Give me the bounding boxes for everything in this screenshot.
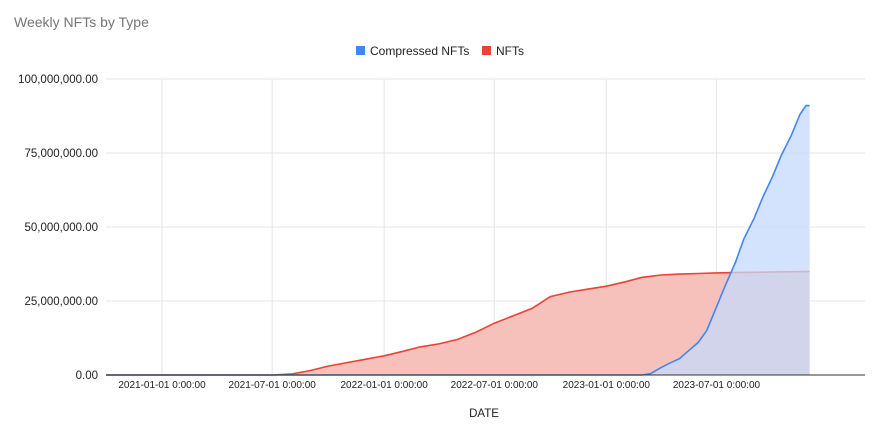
x-axis-label: DATE — [469, 408, 499, 420]
x-tick-label: 2022-01-01 0:00:00 — [341, 380, 429, 391]
line-nfts[interactable] — [106, 270, 810, 376]
y-tick-label: 25,000,000.00 — [24, 296, 98, 308]
y-tick-label: 100,000,000.00 — [18, 74, 98, 86]
legend-label-nfts[interactable]: NFTs — [496, 44, 524, 58]
y-axis-ticks: 0.00 25,000,000.00 50,000,000.00 75,000,000… — [18, 74, 98, 382]
y-tick-label: 75,000,000.00 — [24, 148, 98, 160]
chart-title: Weekly NFTs by Type — [14, 14, 149, 30]
series-areas — [106, 104, 810, 376]
legend-swatch-nfts — [482, 46, 491, 55]
y-tick-label: 50,000,000.00 — [24, 222, 98, 234]
legend-swatch-compressed-nfts — [356, 46, 365, 55]
area-nfts — [106, 271, 810, 375]
legend: Compressed NFTs NFTs — [356, 44, 524, 58]
x-axis-ticks: 2021-01-01 0:00:00 2021-07-01 0:00:00 2022… — [118, 380, 760, 391]
x-tick-label: 2022-07-01 0:00:00 — [451, 380, 539, 391]
x-tick-label: 2023-01-01 0:00:00 — [563, 380, 651, 391]
x-tick-label: 2021-01-01 0:00:00 — [118, 380, 206, 391]
y-tick-label: 0.00 — [76, 370, 98, 382]
x-tick-label: 2021-07-01 0:00:00 — [229, 380, 317, 391]
x-tick-label: 2023-07-01 0:00:00 — [673, 380, 761, 391]
area-compressed-nfts — [106, 105, 810, 375]
legend-label-compressed-nfts[interactable]: Compressed NFTs — [370, 44, 469, 58]
line-compressed-nfts[interactable] — [106, 104, 810, 376]
